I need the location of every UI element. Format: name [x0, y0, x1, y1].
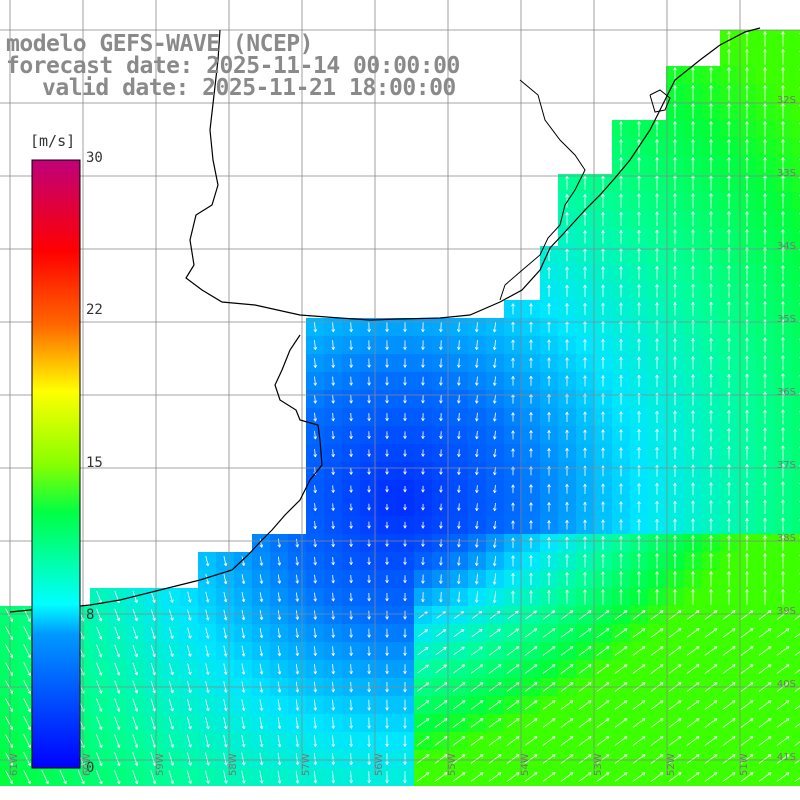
latitude-label: 41S: [776, 752, 796, 763]
latitude-label: 35S: [776, 314, 796, 325]
latitude-label: 38S: [776, 533, 796, 544]
forecast-date: forecast date: 2025-11-14 00:00:00: [6, 53, 460, 79]
longitude-label: 61W: [9, 753, 20, 776]
latitude-label: 36S: [776, 387, 796, 398]
grid-lines: [0, 0, 800, 775]
longitude-label: 55W: [447, 753, 458, 776]
longitude-label: 56W: [374, 753, 385, 776]
longitude-label: 54W: [520, 753, 531, 776]
latitude-label: 33S: [776, 168, 796, 179]
colorbar-tick-22: 22: [86, 302, 103, 318]
longitude-label: 58W: [228, 753, 239, 776]
colorbar-tick-30: 30: [86, 150, 103, 166]
latitude-label: 32S: [776, 95, 796, 106]
latitude-label: 37S: [776, 460, 796, 471]
argentina-coast: [9, 334, 323, 613]
colorbar-frame: [31, 159, 81, 769]
latitude-label: 39S: [776, 606, 796, 617]
colorbar-tick-0: 0: [86, 760, 95, 776]
longitude-label: 51W: [739, 753, 750, 776]
longitude-label: 60W: [82, 753, 93, 776]
longitude-label: 57W: [301, 753, 312, 776]
lagoa-dos-patos: [499, 79, 586, 301]
longitude-label: 52W: [666, 753, 677, 776]
colorbar-tick-15: 15: [86, 455, 103, 471]
latitude-label: 34S: [776, 241, 796, 252]
colorbar-units: [m/s]: [30, 132, 76, 150]
longitude-label: 59W: [155, 753, 166, 776]
mirim-coast: [649, 89, 671, 113]
latitude-label: 40S: [776, 679, 796, 690]
model-title: modelo GEFS-WAVE (NCEP): [6, 31, 314, 57]
longitude-label: 53W: [593, 753, 604, 776]
valid-date: valid date: 2025-11-21 18:00:00: [42, 75, 456, 101]
coastline: [185, 27, 761, 321]
colorbar-tick-8: 8: [86, 607, 95, 623]
